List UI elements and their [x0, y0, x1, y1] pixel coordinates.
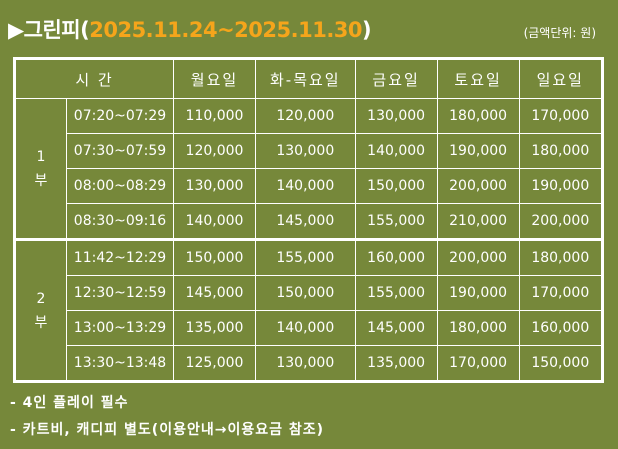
- section-number: 1: [36, 148, 46, 165]
- price-cell: 150,000: [254, 275, 356, 311]
- time-cell: 07:20~07:29: [66, 98, 174, 134]
- section-suffix: 부: [34, 314, 48, 331]
- price-cell: 180,000: [436, 98, 520, 134]
- price-cell: 145,000: [354, 310, 438, 346]
- time-cell: 07:30~07:59: [66, 133, 174, 169]
- price-cell: 150,000: [173, 238, 256, 276]
- price-cell: 170,000: [518, 275, 604, 311]
- price-cell: 210,000: [436, 203, 520, 240]
- price-cell: 145,000: [173, 275, 256, 311]
- price-cell: 155,000: [354, 275, 438, 311]
- price-cell: 150,000: [518, 345, 604, 382]
- note-item: - 4인 플레이 필수: [10, 395, 129, 411]
- price-cell: 170,000: [518, 98, 604, 134]
- table-row: 08:30~09:16 140,000 145,000 155,000 210,000 2…: [15, 203, 604, 240]
- price-cell: 145,000: [254, 203, 356, 240]
- table-row: 1 부 07:20~07:29 110,000 120,000 130,000 180,00…: [14, 98, 604, 240]
- time-cell: 13:00~13:29: [66, 310, 174, 346]
- header-row: 시 간 월요일 화-목요일 금요일 토요일 일요일: [14, 58, 604, 99]
- play-arrow-icon: ▶: [8, 18, 24, 42]
- price-cell: 180,000: [518, 133, 604, 169]
- price-cell: 110,000: [173, 98, 256, 134]
- price-cell: 120,000: [254, 98, 356, 134]
- section-suffix: 부: [34, 172, 48, 189]
- time-cell: 12:30~12:59: [66, 275, 174, 311]
- price-cell: 150,000: [354, 168, 438, 204]
- currency-unit: (금액단위: 원): [523, 26, 596, 40]
- section-number: 2: [36, 290, 46, 307]
- price-cell: 140,000: [254, 168, 356, 204]
- price-cell: 130,000: [173, 168, 256, 204]
- price-cell: 200,000: [436, 238, 520, 276]
- price-cell: 180,000: [436, 310, 520, 346]
- time-cell: 13:30~13:48: [66, 345, 174, 382]
- price-cell: 155,000: [254, 238, 356, 276]
- column-header: 화-목요일: [254, 58, 356, 99]
- price-cell: 160,000: [354, 238, 438, 276]
- price-cell: 120,000: [173, 133, 256, 169]
- table-row: 13:00~13:29 135,000 140,000 145,000 180,000 1…: [15, 310, 604, 346]
- notes: - 4인 플레이 필수 - 카트비, 캐디피 별도(이용안내→이용요금 참조): [10, 390, 324, 444]
- price-cell: 130,000: [254, 133, 356, 169]
- date-range: 2025.11.24~2025.11.30: [89, 18, 363, 42]
- price-cell: 190,000: [436, 133, 520, 169]
- price-cell: 140,000: [254, 310, 356, 346]
- table-row: 08:00~08:29 130,000 140,000 150,000 200,000 1…: [15, 168, 604, 204]
- table-row: 07:30~07:59 120,000 130,000 140,000 190,000 1…: [15, 133, 604, 169]
- column-header: 토요일: [436, 58, 520, 99]
- column-header: 금요일: [354, 58, 438, 99]
- price-cell: 130,000: [354, 98, 438, 134]
- table-row: 12:30~12:59 145,000 150,000 155,000 190,000 1…: [15, 275, 604, 311]
- column-header: 월요일: [173, 58, 256, 99]
- title-name: 그린피: [23, 18, 81, 42]
- price-cell: 130,000: [254, 345, 356, 382]
- column-header: 시 간: [14, 58, 174, 99]
- price-cell: 180,000: [518, 238, 604, 276]
- table-row: 13:30~13:48 125,000 130,000 135,000 170,000 1…: [15, 345, 604, 382]
- price-cell: 190,000: [436, 275, 520, 311]
- time-cell: 08:30~09:16: [66, 203, 174, 240]
- price-cell: 155,000: [354, 203, 438, 240]
- price-cell: 190,000: [518, 168, 604, 204]
- price-cell: 200,000: [436, 168, 520, 204]
- green-fee-table: 시 간 월요일 화-목요일 금요일 토요일 일요일 1 부 07:20~07:29 110,00…: [13, 57, 604, 383]
- price-cell: 170,000: [436, 345, 520, 382]
- page-title: ▶그린피(2025.11.24~2025.11.30): [8, 18, 372, 42]
- price-cell: 125,000: [173, 345, 256, 382]
- time-cell: 11:42~12:29: [66, 238, 174, 276]
- price-cell: 140,000: [354, 133, 438, 169]
- price-cell: 135,000: [173, 310, 256, 346]
- time-cell: 08:00~08:29: [66, 168, 174, 204]
- note-item: - 카트비, 캐디피 별도(이용안내→이용요금 참조): [10, 422, 324, 438]
- table-row: 2 부 11:42~12:29 150,000 155,000 160,000 200,00…: [14, 238, 604, 382]
- price-cell: 135,000: [354, 345, 438, 382]
- price-cell: 140,000: [173, 203, 256, 240]
- price-cell: 200,000: [518, 203, 604, 240]
- column-header: 일요일: [518, 58, 604, 99]
- price-cell: 160,000: [518, 310, 604, 346]
